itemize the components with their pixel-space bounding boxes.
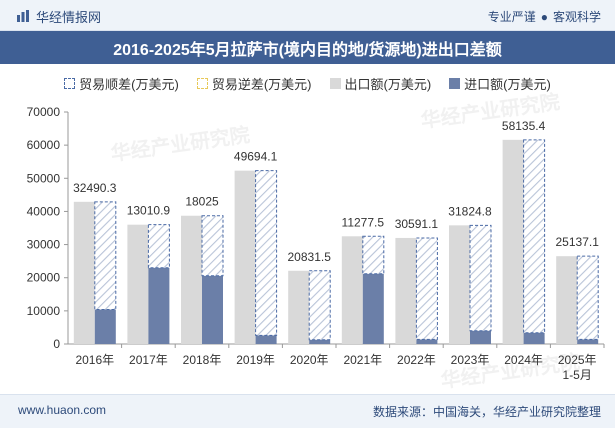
y-tick-label: 50000 [27, 171, 61, 185]
surplus-bar [201, 215, 224, 277]
y-tick-label: 10000 [27, 304, 61, 318]
x-tick-label: 2020年 [290, 353, 329, 367]
brand-name: 华经情报网 [36, 9, 102, 25]
legend-label-surplus: 贸易顺差(万美元) [79, 76, 179, 92]
export-bar [556, 256, 578, 344]
legend-swatch-surplus [64, 77, 76, 89]
import-bar [362, 273, 384, 344]
y-tick-label: 30000 [27, 238, 61, 252]
x-tick-label: 2017年 [129, 353, 168, 367]
surplus-bar [469, 224, 492, 332]
surplus-bar [308, 270, 331, 341]
x-tick-label: 1-5月 [563, 368, 592, 382]
import-bar [309, 339, 331, 344]
footer: www.huaon.com 数据来源：中国海关，华经产业研究院整理 [0, 394, 615, 428]
import-bar [523, 332, 545, 344]
surplus-bar [576, 255, 599, 340]
legend-item-export: 出口额(万美元) [329, 74, 432, 93]
y-tick-label: 70000 [27, 105, 61, 119]
import-bar [202, 275, 223, 344]
surplus-bar [523, 139, 546, 334]
import-bar [148, 267, 170, 344]
data-label: 49694.1 [234, 150, 278, 164]
import-bar [577, 339, 599, 344]
legend-item-deficit: 贸易逆差(万美元) [196, 74, 312, 93]
data-label: 58135.4 [502, 119, 546, 133]
x-tick-label: 2024年 [504, 353, 543, 367]
x-tick-label: 2016年 [75, 353, 114, 367]
import-bar [94, 309, 116, 344]
chart-legend: 贸易顺差(万美元) 贸易逆差(万美元) 出口额(万美元) 进口额(万美元) [0, 74, 615, 92]
separator-dot-icon: ● [540, 10, 548, 24]
export-bar [73, 201, 95, 344]
x-tick-label: 2025年 [558, 353, 597, 367]
data-label: 13010.9 [127, 204, 171, 218]
export-bar [341, 236, 363, 344]
data-label: 30591.1 [395, 217, 439, 231]
y-tick-label: 20000 [27, 271, 61, 285]
y-tick-label: 60000 [27, 138, 61, 152]
title-bar: 2016-2025年5月拉萨市(境内目的地/货源地)进出口差额 [0, 31, 615, 64]
export-bar [127, 224, 149, 344]
x-tick-label: 2022年 [397, 353, 436, 367]
chart-title: 2016-2025年5月拉萨市(境内目的地/货源地)进出口差额 [113, 41, 502, 59]
y-tick-label: 0 [53, 337, 60, 351]
export-bar [288, 270, 310, 344]
legend-label-export: 出口额(万美元) [344, 76, 432, 92]
surplus-bar [255, 170, 278, 336]
tagline-right: 客观科学 [552, 10, 601, 24]
export-bar [234, 170, 256, 344]
tagline-left: 专业严谨 [487, 10, 536, 24]
x-tick-label: 2023年 [451, 353, 490, 367]
chart-svg: 0 10000 20000 30000 40000 50000 60000 70000 3249… [27, 105, 605, 382]
legend-swatch-export [329, 77, 341, 89]
legend-item-surplus: 贸易顺差(万美元) [64, 74, 179, 93]
data-label: 20831.5 [288, 250, 332, 264]
surplus-bar [94, 201, 117, 311]
top-bar: 华经情报网 专业严谨 ● 客观科学 [0, 0, 615, 31]
data-label: 25137.1 [556, 235, 600, 249]
data-label: 32490.3 [73, 181, 117, 195]
legend-item-import: 进口额(万美元) [449, 74, 551, 93]
data-label: 11277.5 [342, 215, 385, 229]
export-bar [502, 139, 524, 344]
export-bar [181, 215, 202, 344]
footer-source: 数据来源：中国海关，华经产业研究院整理 [372, 405, 601, 419]
footer-site: www.huaon.com [18, 403, 107, 417]
export-bar [449, 225, 470, 344]
legend-label-import: 进口额(万美元) [464, 76, 551, 92]
export-bar [395, 237, 417, 344]
import-bar [416, 339, 438, 344]
x-tick-label: 2018年 [183, 353, 222, 367]
surplus-bar [415, 237, 438, 340]
import-bar [470, 330, 491, 344]
import-bar [255, 335, 277, 344]
legend-swatch-deficit [196, 77, 208, 89]
legend-label-deficit: 贸易逆差(万美元) [211, 76, 312, 92]
x-tick-label: 2019年 [236, 353, 275, 367]
surplus-bar [362, 235, 385, 275]
x-tick-label: 2021年 [343, 353, 382, 367]
brand: 华经情报网 [16, 7, 101, 25]
surplus-bar [147, 224, 170, 269]
tagline: 专业严谨 ● 客观科学 [488, 8, 601, 25]
data-label: 31824.8 [448, 204, 492, 218]
y-tick-label: 40000 [27, 204, 61, 218]
brand-logo-icon [17, 10, 29, 22]
data-label: 18025 [185, 195, 219, 209]
legend-swatch-import [449, 77, 461, 89]
